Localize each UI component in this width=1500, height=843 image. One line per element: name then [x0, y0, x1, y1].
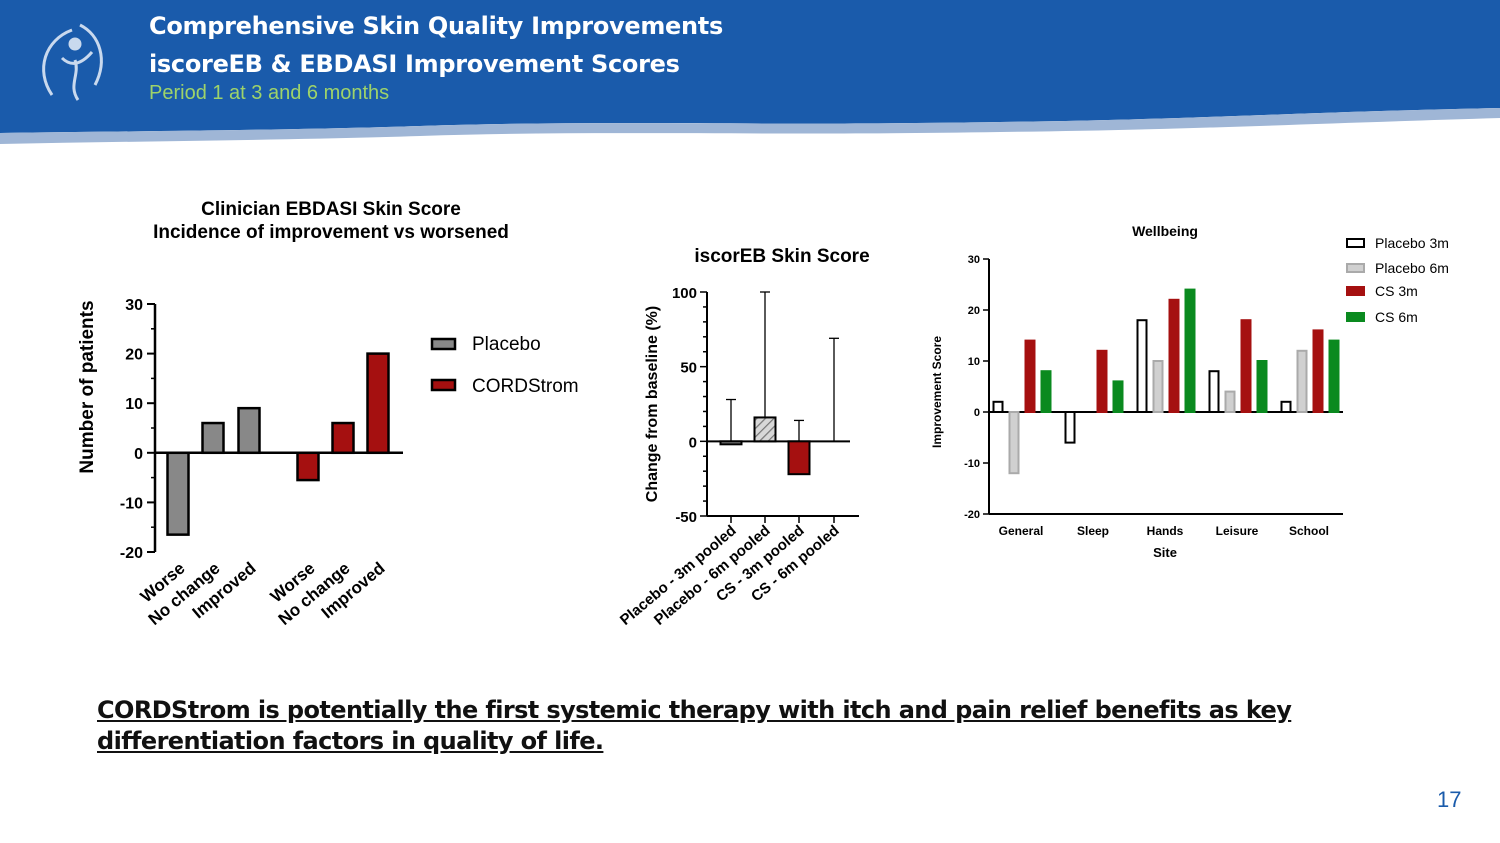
chart3-bar: [992, 400, 1004, 414]
chart3-legend-label: Placebo 3m: [1375, 235, 1449, 251]
legend-swatch-placebo: [430, 337, 457, 351]
chart3-bar: [1096, 349, 1108, 414]
chart3-title: Wellbeing: [1132, 223, 1198, 239]
chart3-bar: [1224, 390, 1236, 414]
page-subtitle: Period 1 at 3 and 6 months: [149, 82, 390, 104]
chart2-y-tick-label: 100: [672, 285, 697, 302]
chart3-x-tick-label: Leisure: [1216, 524, 1259, 538]
chart3-x-tick-label: Hands: [1147, 524, 1184, 538]
chart3-bar: [1296, 349, 1308, 414]
chart3-legend-label: CS 3m: [1375, 283, 1418, 299]
chart2-y-tick-label: 0: [689, 434, 697, 451]
chart1-y-tick-label: 0: [134, 446, 143, 463]
chart1-bar: [237, 406, 261, 455]
chart1-subtitle: Incidence of improvement vs worsened: [153, 222, 509, 243]
chart3-bar: [1184, 288, 1196, 413]
chart1-bar: [366, 352, 390, 455]
chart3-y-tick-label: 10: [968, 356, 980, 368]
chart3-y-tick-label: -10: [964, 458, 980, 470]
chart2-bar: [787, 440, 811, 476]
chart3-bar: [1112, 380, 1124, 413]
iscoreb-chart: iscorEB Skin Score Change from baseline …: [617, 246, 870, 629]
chart3-bar: [1240, 319, 1252, 413]
chart3-bar: [1280, 400, 1292, 414]
chart2-bar: [719, 440, 743, 446]
chart1-bar: [201, 421, 225, 455]
chart3-bar: [1328, 339, 1340, 413]
chart3-bar: [1024, 339, 1036, 413]
chart1-ylabel: Number of patients: [77, 300, 98, 473]
chart2-title: iscorEB Skin Score: [694, 246, 869, 267]
chart3-bar: [1040, 370, 1052, 413]
chart3-legend-label: Placebo 6m: [1375, 260, 1449, 276]
chart3-legend-swatch: [1346, 312, 1365, 322]
chart3-y-tick-label: 30: [968, 254, 980, 266]
page-title-line-2: iscoreEB & EBDASI Improvement Scores: [149, 50, 680, 78]
page-title: Comprehensive Skin Quality Improvements: [149, 12, 723, 40]
chart3-legend-swatch: [1346, 238, 1365, 248]
legend-label-placebo: Placebo: [472, 334, 541, 355]
chart3-legend-swatch: [1346, 263, 1365, 273]
legend-label-cordstrom: CORDStrom: [472, 376, 579, 397]
chart1-y-tick-label: -20: [120, 545, 143, 562]
chart3-x-tick-label: General: [999, 524, 1044, 538]
chart3-bar: [1136, 319, 1148, 413]
chart2-y-tick-label: 50: [680, 360, 697, 377]
chart3-bar: [1152, 360, 1164, 413]
chart3-bar: [1008, 411, 1020, 475]
header-banner: [0, 0, 1500, 144]
ebdasi-chart: Clinician EBDASI Skin Score Incidence of…: [77, 199, 579, 629]
chart1-bar: [331, 421, 355, 455]
chart1-legend: Placebo CORDStrom: [430, 334, 579, 397]
chart3-bar: [1168, 298, 1180, 413]
legend-swatch-cordstrom: [430, 378, 457, 392]
chart3-legend-swatch: [1346, 286, 1365, 296]
chart1-title: Clinician EBDASI Skin Score: [201, 199, 461, 220]
chart3-ylabel: Improvement Score: [930, 336, 944, 448]
chart1-y-tick-label: 30: [125, 297, 143, 314]
chart3-x-tick-label: Sleep: [1077, 524, 1109, 538]
chart3-xlabel: Site: [1153, 545, 1177, 560]
chart3-x-tick-label: School: [1289, 524, 1329, 538]
chart3-bar: [1064, 411, 1076, 444]
page-number: 17: [1437, 787, 1462, 812]
key-takeaway: CORDStrom is potentially the first syste…: [97, 696, 1292, 755]
chart3-bar: [1312, 329, 1324, 413]
chart1-bar: [296, 451, 320, 482]
chart3-y-tick-label: 20: [968, 305, 980, 317]
logo-icon: [42, 23, 103, 101]
chart3-bar: [1208, 370, 1220, 413]
chart1-y-tick-label: 10: [125, 396, 143, 413]
chart2-y-tick-label: -50: [675, 509, 697, 526]
chart3-legend: Placebo 3m Placebo 6m CS 3m CS 6m: [1346, 235, 1449, 325]
chart1-y-tick-label: -10: [120, 495, 143, 512]
chart3-legend-label: CS 6m: [1375, 309, 1418, 325]
chart1-y-tick-label: 20: [125, 347, 143, 364]
chart2-ylabel: Change from baseline (%): [644, 306, 661, 502]
chart1-bar: [166, 451, 190, 536]
wellbeing-chart: Wellbeing Improvement Score Site 30 20 10 0…: [930, 223, 1449, 560]
chart3-y-tick-label: -20: [964, 509, 980, 521]
chart3-bar: [1256, 360, 1268, 413]
chart2-bar: [753, 416, 777, 443]
chart3-y-tick-label: 0: [974, 407, 980, 419]
